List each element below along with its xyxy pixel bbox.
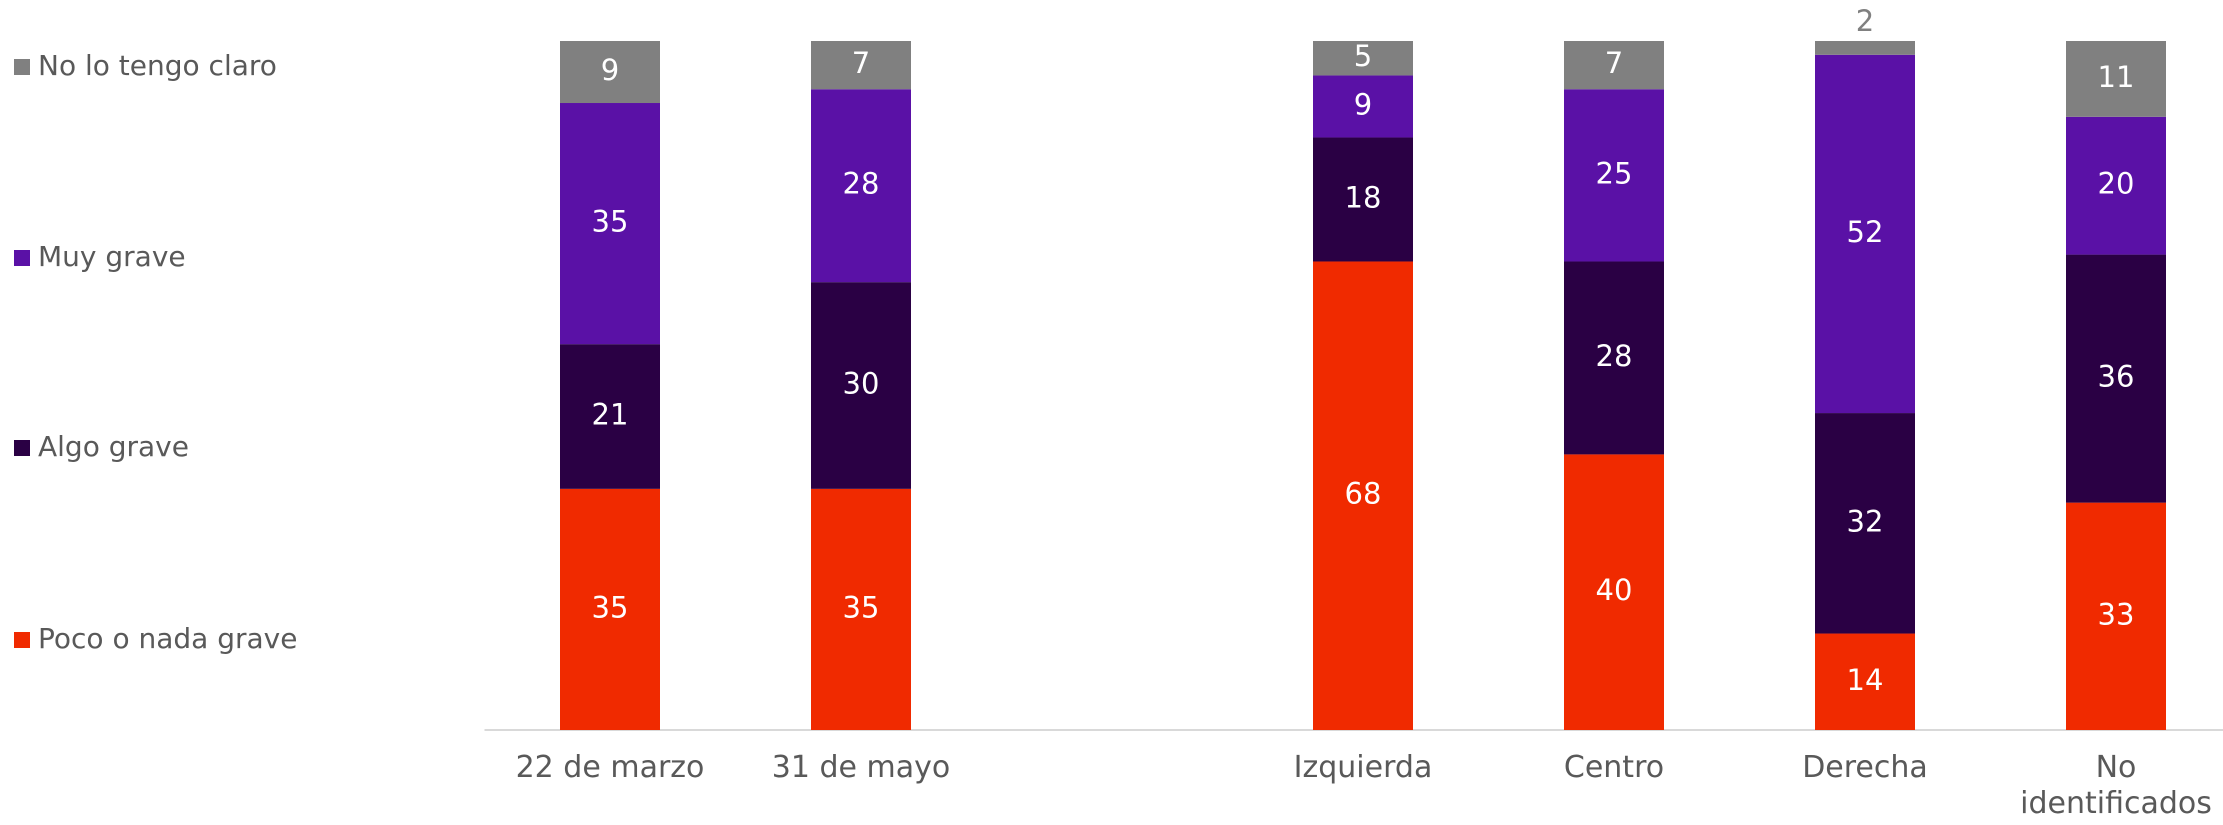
data-label: 28 — [843, 167, 880, 201]
bar-segment — [560, 344, 660, 489]
bar-segment — [1564, 89, 1664, 262]
legend-label: No lo tengo claro — [38, 49, 277, 82]
bar-segment — [1313, 41, 1413, 76]
bar-segment — [2066, 116, 2166, 255]
data-label: 35 — [592, 205, 629, 239]
bar-segment — [2066, 502, 2166, 730]
bar-segment — [560, 103, 660, 345]
bar-segment — [560, 41, 660, 104]
legend-label: Algo grave — [38, 430, 189, 463]
legend-swatch — [14, 440, 30, 456]
bar-segment — [811, 282, 911, 489]
legend-swatch — [14, 59, 30, 75]
x-tick-label: 22 de marzo — [515, 750, 705, 785]
data-label: 35 — [843, 590, 880, 624]
legend-swatch — [14, 250, 30, 266]
bar-segment — [1313, 261, 1413, 730]
bar-segment — [811, 89, 911, 283]
data-label: 11 — [2098, 60, 2135, 94]
x-tick-label: Izquierda — [1293, 750, 1433, 785]
data-label: 9 — [601, 53, 619, 87]
data-label: 36 — [2098, 360, 2135, 394]
bar-segment — [1815, 413, 1915, 634]
data-label: 9 — [1354, 87, 1372, 121]
legend-label: Muy grave — [38, 240, 186, 273]
bar-segment — [1815, 41, 1915, 55]
data-label: 32 — [1847, 504, 1884, 538]
data-label: 28 — [1596, 339, 1633, 373]
data-label: 5 — [1354, 39, 1372, 73]
legend-label: Poco o nada grave — [38, 622, 297, 655]
bar-segment — [1313, 75, 1413, 138]
bar-segment — [811, 488, 911, 730]
data-label: 7 — [1605, 46, 1623, 80]
x-tick-label: Centro — [1563, 750, 1665, 785]
data-label: 25 — [1596, 156, 1633, 190]
data-label: 2 — [1856, 4, 1874, 38]
x-tick-label: No identificados — [2020, 750, 2212, 821]
data-label: 52 — [1847, 215, 1884, 249]
x-tick-label: 31 de mayo — [771, 750, 951, 785]
bar-segment — [2066, 254, 2166, 503]
data-label: 35 — [592, 590, 629, 624]
bar-segment — [1564, 41, 1664, 90]
bar-segment — [1564, 261, 1664, 455]
data-label: 14 — [1847, 663, 1884, 697]
bar-segment — [1815, 54, 1915, 414]
bar-segment — [2066, 41, 2166, 117]
legend-swatch — [14, 632, 30, 648]
bar-segment — [560, 488, 660, 730]
data-label: 7 — [852, 46, 870, 80]
data-label: 33 — [2098, 597, 2135, 631]
bar-segment — [811, 41, 911, 90]
data-label: 40 — [1596, 573, 1633, 607]
data-label: 20 — [2098, 167, 2135, 201]
data-label: 68 — [1345, 477, 1382, 511]
data-label: 21 — [592, 398, 629, 432]
bar-segment — [1564, 454, 1664, 730]
bar-segment — [1313, 137, 1413, 262]
x-tick-label: Derecha — [1802, 750, 1928, 785]
data-label: 18 — [1345, 180, 1382, 214]
bar-segment — [1815, 633, 1915, 730]
data-label: 30 — [843, 367, 880, 401]
